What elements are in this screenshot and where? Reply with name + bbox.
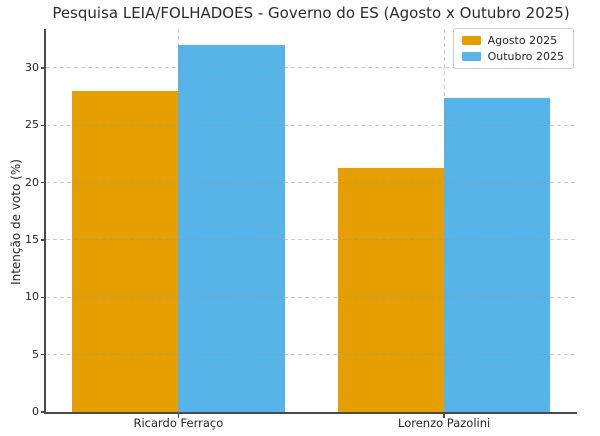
ytick-mark-10: [40, 296, 45, 299]
bar-outubro-2025-ricardo-ferraco: [178, 45, 285, 412]
ytick-label-20: 20: [25, 175, 39, 189]
ytick-label-0: 0: [32, 405, 39, 418]
legend-item-agosto-2025: Agosto 2025: [461, 34, 564, 47]
legend-swatch-outubro-2025: [461, 51, 481, 62]
ytick-mark-5: [40, 353, 45, 356]
bar-agosto-2025-ricardo-ferraco: [72, 90, 179, 412]
chart-title: Pesquisa LEIA/FOLHADOES - Governo do ES …: [52, 4, 570, 22]
xtick-label-lorenzo-pazolini: Lorenzo Pazolini: [398, 416, 491, 430]
plot-area: [44, 29, 577, 414]
bar-agosto-2025-lorenzo-pazolini: [337, 167, 445, 412]
ytick-mark-15: [40, 239, 45, 241]
ytick-label-5: 5: [32, 347, 39, 361]
legend-label-agosto-2025: Agosto 2025: [487, 34, 558, 47]
ytick-label-10: 10: [25, 290, 39, 304]
legend: Agosto 2025 Outubro 2025: [452, 28, 574, 69]
ytick-label-30: 30: [25, 60, 39, 74]
xtick-mark-ricardo-ferraco: [177, 414, 180, 418]
ytick-label-25: 25: [25, 118, 39, 132]
ytick-mark-20: [40, 181, 45, 184]
xtick-label-ricardo-ferraco: Ricardo Ferraço: [133, 416, 224, 430]
legend-swatch-agosto-2025: [461, 35, 481, 46]
legend-item-outubro-2025: Outubro 2025: [461, 50, 564, 63]
bar-outubro-2025-lorenzo-pazolini: [444, 97, 551, 412]
ytick-mark-0: [40, 411, 45, 413]
ytick-mark-30: [40, 67, 45, 69]
xtick-mark-lorenzo-pazolini: [443, 414, 445, 418]
ytick-label-15: 15: [25, 232, 39, 246]
legend-label-outubro-2025: Outubro 2025: [487, 50, 564, 63]
x-axis-spine: [44, 412, 577, 414]
y-axis-spine: [44, 29, 46, 414]
ytick-mark-25: [40, 124, 45, 126]
